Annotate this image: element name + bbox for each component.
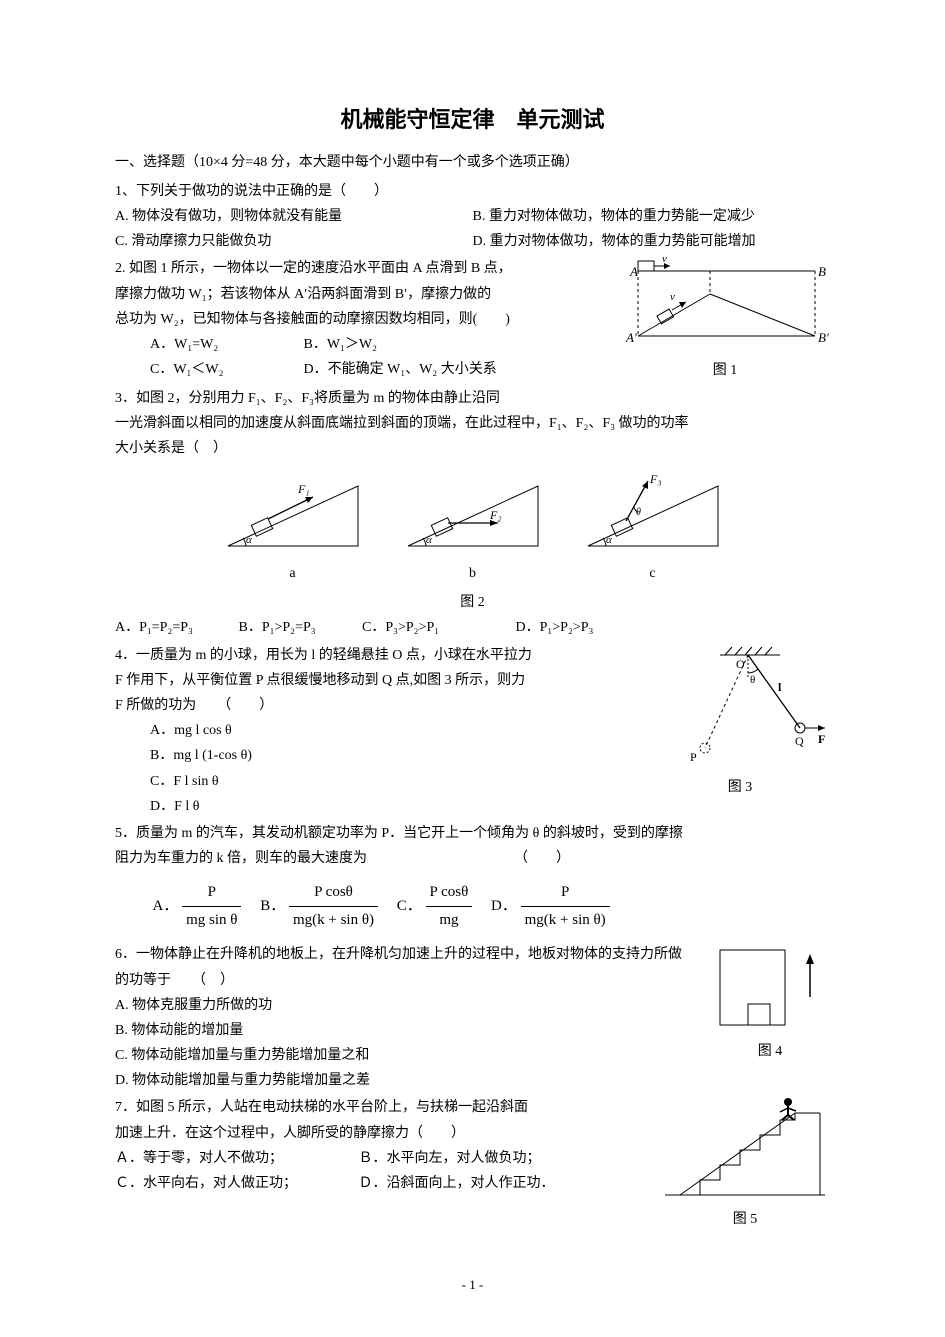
- document-title: 机械能守恒定律 单元测试: [115, 100, 830, 140]
- figure-4: 图 4: [710, 942, 830, 1064]
- q2-opt-b: B．W₁＞W₂: [304, 337, 378, 352]
- svg-text:B: B: [818, 264, 826, 279]
- svg-text:v: v: [662, 256, 667, 265]
- q1-stem: 1、下列关于做功的说法中正确的是（ ）: [115, 179, 830, 204]
- svg-text:α: α: [426, 534, 432, 546]
- svg-text:F₃: F₃: [649, 472, 662, 486]
- q7-opt-d: Ｄ．沿斜面向上，对人作正功．: [359, 1176, 555, 1191]
- q7-opt-b: Ｂ．水平向左，对人做负功；: [359, 1151, 541, 1166]
- q7-opt-a: Ａ．等于零，对人不做功；: [115, 1146, 355, 1171]
- section-1-header: 一、选择题（10×4 分=48 分，本大题中每个小题中有一个或多个选项正确）: [115, 150, 830, 175]
- svg-text:P: P: [690, 750, 697, 764]
- q5-options: A． P mg sin θ B． P cosθ mg(k + sin θ) C．…: [115, 879, 830, 934]
- svg-text:A′: A′: [625, 330, 637, 345]
- svg-text:O: O: [736, 657, 745, 671]
- figure-5-caption: 图 5: [660, 1207, 830, 1232]
- question-7: 图 5 7．如图 5 所示，人站在电动扶梯的水平台阶上，与扶梯一起沿斜面 加速上…: [115, 1095, 830, 1232]
- question-2: A B v v A′ B′ 图 1 2. 如图 1 所示，一物体以一定的速度沿水…: [115, 256, 830, 383]
- figure-1: A B v v A′ B′ 图 1: [620, 256, 830, 383]
- q3-line2: 一光滑斜面以相同的加速度从斜面底端拉到斜面的顶端，在此过程中，F₁、F₂、F₃ …: [115, 411, 830, 436]
- figure-3: O Q l θ F P 图 3: [650, 643, 830, 800]
- figure-2b: F₂ α b: [398, 471, 548, 586]
- figure-5: 图 5: [660, 1095, 830, 1232]
- svg-text:v: v: [670, 291, 675, 303]
- figure-2-caption: 图 2: [115, 590, 830, 615]
- q5-opt-d: D． P mg(k + sin θ): [491, 898, 610, 914]
- q2-opt-a: A．W₁=W₂: [150, 332, 300, 357]
- q3-line1: 3．如图 2，分别用力 F₁、F₂、F₃将质量为 m 的物体由静止沿同: [115, 386, 830, 411]
- figure-2a-label: a: [218, 561, 368, 586]
- svg-text:F: F: [818, 732, 825, 746]
- svg-text:α: α: [246, 534, 252, 546]
- svg-text:A: A: [629, 264, 638, 279]
- q2-opt-c: C．W₁＜W₂: [150, 357, 300, 382]
- question-1: 1、下列关于做功的说法中正确的是（ ） A. 物体没有做功，则物体就没有能量 B…: [115, 179, 830, 255]
- svg-text:F₂: F₂: [489, 508, 502, 522]
- q3-opt-a: A．P₁=P₂=P₃: [115, 615, 235, 640]
- svg-text:θ: θ: [636, 507, 641, 518]
- q5-opt-a: A． P mg sin θ: [153, 898, 246, 914]
- q3-options: A．P₁=P₂=P₃ B．P₁>P₂=P₃ C．P₃>P₂>P₁ D．P₁>P₂…: [115, 615, 830, 640]
- figure-2b-label: b: [398, 561, 548, 586]
- figure-2a: F₁ α a: [218, 471, 368, 586]
- figure-4-caption: 图 4: [710, 1039, 830, 1064]
- q5-opt-b: B． P cosθ mg(k + sin θ): [260, 898, 382, 914]
- figure-2: F₁ α a F₂ α b: [115, 471, 830, 586]
- figure-2c-label: c: [578, 561, 728, 586]
- question-6: 图 4 6．一物体静止在升降机的地板上，在升降机匀加速上升的过程中，地板对物体的…: [115, 942, 830, 1093]
- figure-1-caption: 图 1: [620, 358, 830, 383]
- figure-2c: F₃ θ α c: [578, 471, 728, 586]
- page-number: - 1 -: [115, 1273, 830, 1296]
- svg-text:θ: θ: [750, 674, 755, 686]
- question-5: 5．质量为 m 的汽车，其发动机额定功率为 P．当它开上一个倾角为 θ 的斜坡时…: [115, 821, 830, 934]
- q1-opt-c: C. 滑动摩擦力只能做负功: [115, 229, 473, 254]
- q6-opt-d: D. 物体动能增加量与重力势能增加量之差: [115, 1068, 830, 1093]
- q3-opt-d: D．P₁>P₂>P₃: [516, 620, 594, 635]
- question-4: O Q l θ F P 图 3 4．一质量为 m 的小球，用长为 l 的轻绳悬挂…: [115, 643, 830, 819]
- figure-1-svg: A B v v A′ B′: [620, 256, 830, 356]
- question-3: 3．如图 2，分别用力 F₁、F₂、F₃将质量为 m 的物体由静止沿同 一光滑斜…: [115, 386, 830, 641]
- q5-opt-c: C． P cosθ mg: [397, 898, 476, 914]
- svg-text:F₁: F₁: [297, 482, 310, 496]
- q3-opt-b: B．P₁>P₂=P₃: [239, 615, 359, 640]
- svg-text:l: l: [778, 680, 782, 694]
- q7-opt-c: Ｃ．水平向右，对人做正功；: [115, 1171, 355, 1196]
- svg-text:Q: Q: [795, 734, 804, 748]
- figure-3-caption: 图 3: [650, 775, 830, 800]
- q1-opt-b: B. 重力对物体做功，物体的重力势能一定减少: [473, 204, 831, 229]
- q5-line1: 5．质量为 m 的汽车，其发动机额定功率为 P．当它开上一个倾角为 θ 的斜坡时…: [115, 821, 830, 846]
- svg-text:α: α: [606, 534, 612, 546]
- svg-text:B′: B′: [818, 330, 829, 345]
- q3-line3: 大小关系是（ ）: [115, 436, 830, 461]
- q1-opt-d: D. 重力对物体做功，物体的重力势能可能增加: [473, 229, 831, 254]
- q5-line2: 阻力为车重力的 k 倍，则车的最大速度为 （ ）: [115, 846, 830, 871]
- q1-opt-a: A. 物体没有做功，则物体就没有能量: [115, 204, 473, 229]
- q1-options: A. 物体没有做功，则物体就没有能量 B. 重力对物体做功，物体的重力势能一定减…: [115, 204, 830, 254]
- q2-opt-d: D．不能确定 W₁、W₂ 大小关系: [304, 362, 497, 377]
- q3-opt-c: C．P₃>P₂>P₁: [362, 615, 512, 640]
